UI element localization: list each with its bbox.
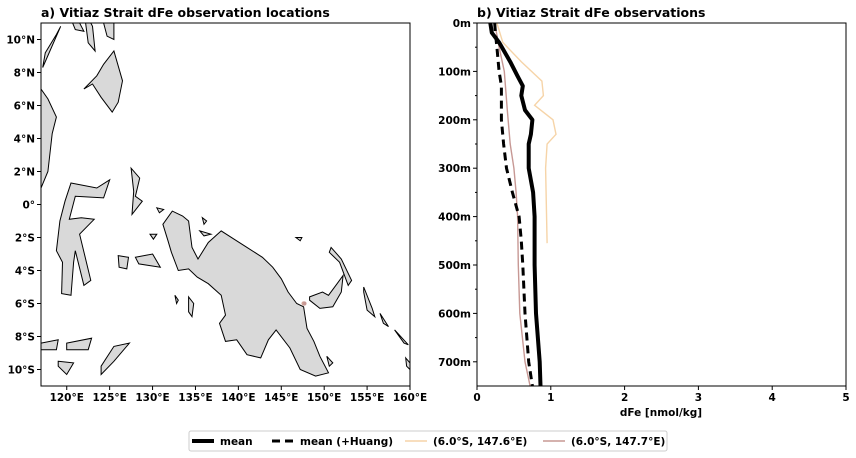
- map-y-tick-label-9: 8°S: [15, 332, 35, 344]
- map-y-tick-label-7: 4°S: [15, 266, 35, 278]
- landmass-23: [188, 295, 195, 319]
- map-x-tick-label-2: 130°E: [135, 392, 169, 404]
- legend-label-3: (6.0°S, 147.7°E): [571, 436, 665, 448]
- map-y-tick-label-6: 2°S: [15, 233, 35, 245]
- map-x-tick-label-6: 150°E: [307, 392, 341, 404]
- profile-y-tick-label-3: 300m: [438, 163, 471, 175]
- landmass-17: [363, 286, 376, 319]
- profile-y-tick-label-0: 0m: [453, 18, 471, 30]
- map-x-tick-label-0: 120°E: [50, 392, 84, 404]
- landmass-14: [57, 360, 75, 376]
- landmass-11: [100, 342, 131, 376]
- landmass-20: [405, 356, 410, 371]
- landmass-7: [42, 26, 62, 68]
- profile-x-tick-label-4: 4: [769, 392, 776, 404]
- legend: mean mean (+Huang) (6.0°S, 147.6°E) (6.0°S,…: [188, 430, 668, 452]
- legend-label-0: mean: [220, 436, 253, 448]
- profile-x-tick-label-1: 1: [547, 392, 554, 404]
- profile-y-tick-label-4: 400m: [438, 212, 471, 224]
- map-stations: [301, 301, 307, 306]
- landmass-28: [174, 295, 179, 305]
- map-title: a) Vitiaz Strait dFe observation locatio…: [41, 5, 330, 20]
- profile-y-tick-label-5: 500m: [438, 260, 471, 272]
- map-x-tick-label-7: 155°E: [350, 392, 384, 404]
- landmass-27: [155, 207, 165, 214]
- landmass-12: [66, 337, 93, 351]
- map-y-tick-label-8: 6°S: [15, 299, 35, 311]
- landmass-15: [309, 273, 344, 309]
- map-x-tick-label-1: 125°E: [92, 392, 126, 404]
- profile-x-axis: 0 1 2 3 4 5: [473, 386, 850, 404]
- legend-frame: [188, 430, 668, 452]
- profile-series: [488, 23, 557, 386]
- map-y-tick-label-0: 10°N: [6, 35, 35, 47]
- map-x-tick-label-4: 140°E: [221, 392, 255, 404]
- station-marker-1: [302, 301, 307, 306]
- profile-x-tick-label-5: 5: [842, 392, 849, 404]
- landmass-13: [41, 339, 59, 351]
- landmass-4: [72, 23, 85, 32]
- map-y-tick-label-5: 0°: [22, 200, 35, 212]
- legend-label-1: mean (+Huang): [300, 436, 393, 448]
- profile-frame: [476, 22, 847, 387]
- landmass-1: [41, 88, 57, 221]
- map-x-axis: 120°E 125°E 130°E 135°E 140°E 145°E 150°E 155°E…: [50, 386, 427, 404]
- landmass-24: [198, 229, 213, 237]
- map-y-tick-label-3: 4°N: [14, 134, 35, 146]
- map-y-tick-label-10: 10°S: [8, 365, 35, 377]
- profile-y-tick-label-2: 200m: [438, 115, 471, 127]
- profile-title: b) Vitiaz Strait dFe observations: [477, 5, 705, 20]
- map-y-tick-label-2: 6°N: [14, 101, 35, 113]
- landmass-25: [201, 216, 208, 226]
- profile-x-tick-label-3: 3: [695, 392, 702, 404]
- landmass-21: [326, 355, 334, 368]
- legend-label-2: (6.0°S, 147.6°E): [433, 436, 527, 448]
- map-landmasses: [41, 23, 410, 377]
- profile-x-tick-label-0: 0: [473, 392, 480, 404]
- landmass-16: [328, 246, 353, 287]
- series-line-1: [493, 23, 534, 386]
- map-y-tick-label-1: 8°N: [14, 68, 35, 80]
- landmass-18: [379, 313, 389, 328]
- map-x-tick-label-5: 145°E: [264, 392, 298, 404]
- map-x-tick-label-8: 160°E: [393, 392, 427, 404]
- landmass-8: [130, 166, 144, 217]
- landmass-26: [149, 233, 158, 241]
- map-x-tick-label-3: 135°E: [178, 392, 212, 404]
- landmass-22: [294, 237, 303, 242]
- landmass-2: [55, 178, 111, 296]
- series-line-3: [494, 23, 531, 386]
- profile-y-tick-label-1: 100m: [438, 66, 471, 78]
- landmass-0: [162, 210, 330, 377]
- map-y-tick-label-4: 2°N: [14, 167, 35, 179]
- series-line-2: [496, 23, 557, 244]
- landmass-19: [394, 329, 409, 346]
- profile-x-tick-label-2: 2: [621, 392, 628, 404]
- series-line-0: [488, 23, 543, 386]
- profile-y-tick-label-7: 700m: [438, 357, 471, 369]
- profile-y-axis: 0m 100m 200m 300m 400m 500m 600m 700m: [438, 18, 477, 369]
- landmass-5: [103, 23, 115, 41]
- profile-x-label: dFe [nmol/kg]: [620, 407, 702, 419]
- landmass-9: [134, 253, 162, 268]
- landmass-3: [83, 49, 124, 113]
- profile-y-tick-label-6: 600m: [438, 308, 471, 320]
- landmass-10: [117, 255, 130, 270]
- landmass-6: [85, 23, 96, 53]
- map-y-axis: 10°N 8°N 6°N 4°N 2°N 0° 2°S 4°S 6°S 8°S 10°S: [6, 35, 41, 377]
